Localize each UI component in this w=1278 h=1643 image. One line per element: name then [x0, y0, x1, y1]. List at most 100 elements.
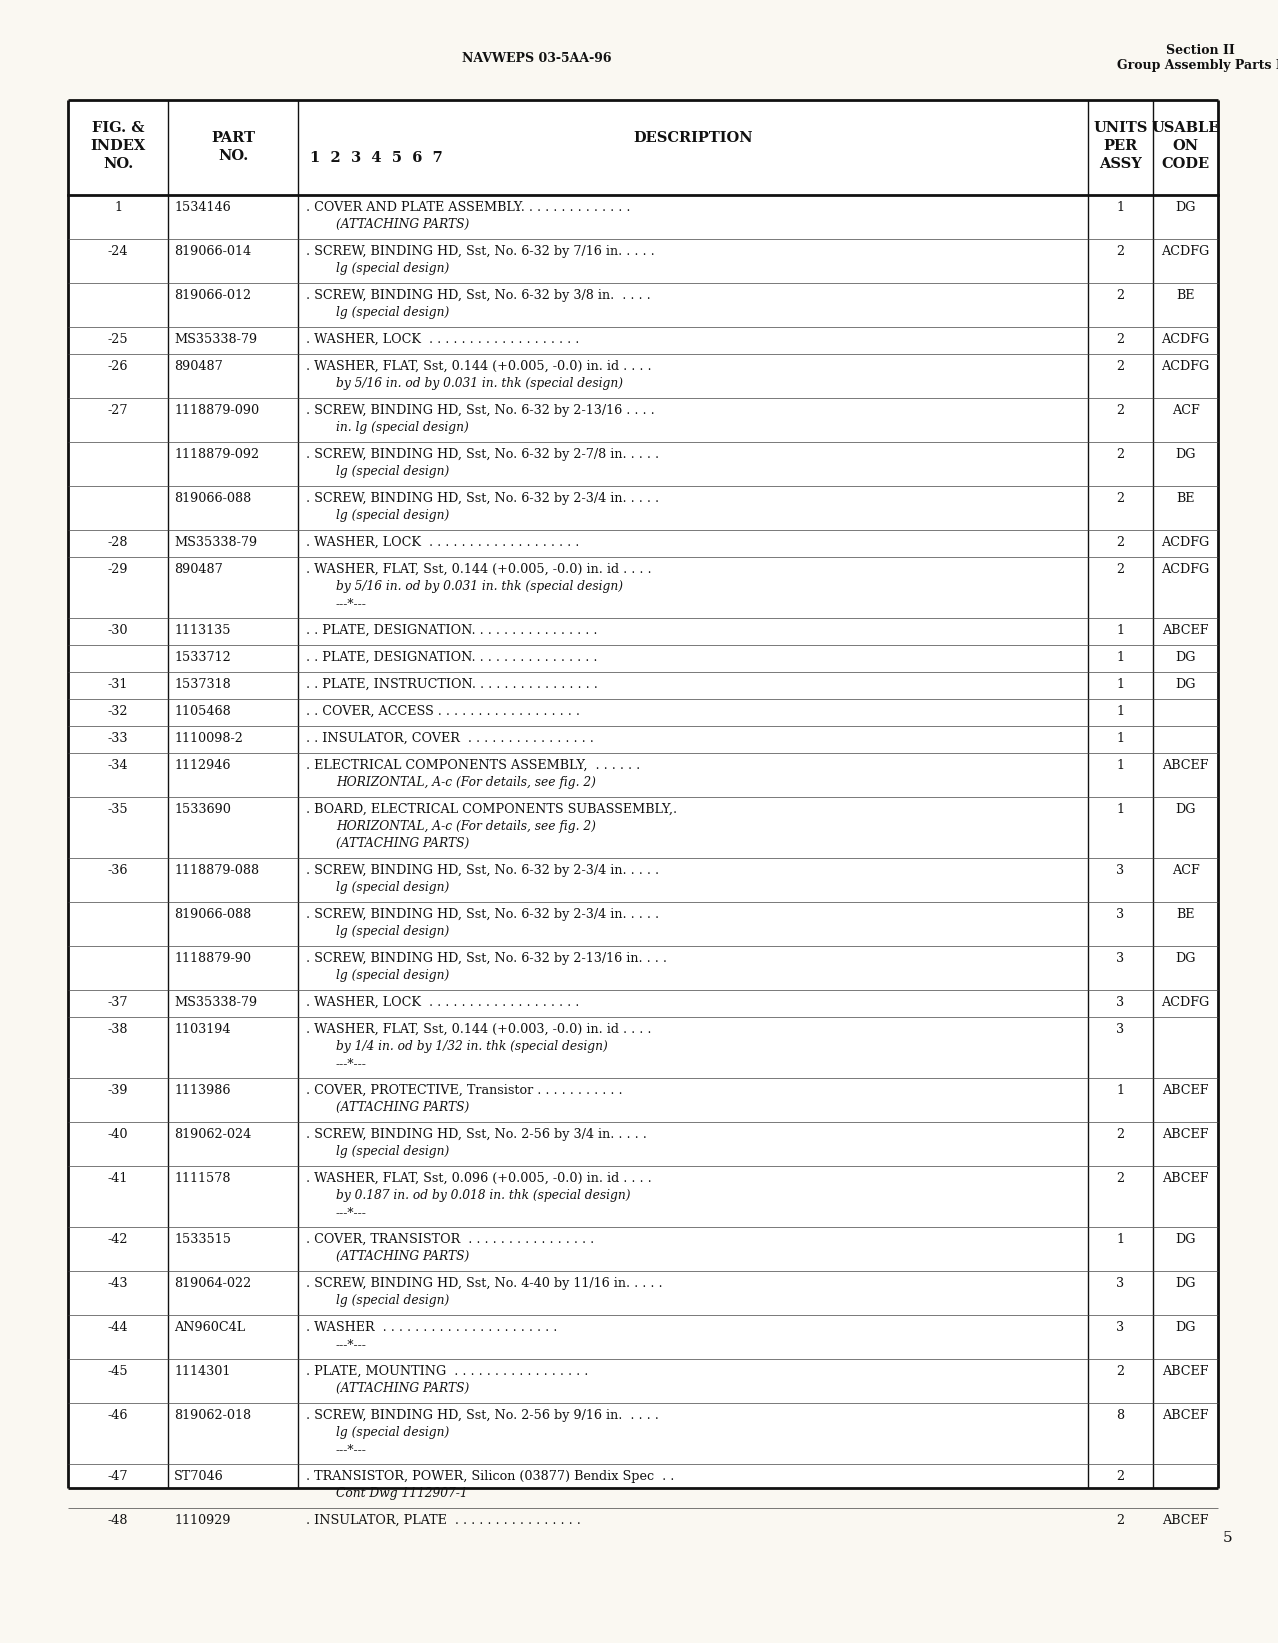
- Text: 3: 3: [1117, 996, 1125, 1009]
- Text: 2: 2: [1117, 1171, 1125, 1185]
- Text: 2: 2: [1117, 564, 1125, 577]
- Text: 1: 1: [1117, 733, 1125, 744]
- Text: . . PLATE, DESIGNATION. . . . . . . . . . . . . . . .: . . PLATE, DESIGNATION. . . . . . . . . …: [305, 624, 598, 637]
- Text: . BOARD, ELECTRICAL COMPONENTS SUBASSEMBLY,.: . BOARD, ELECTRICAL COMPONENTS SUBASSEMB…: [305, 803, 677, 817]
- Text: -31: -31: [107, 679, 128, 692]
- Text: . WASHER, FLAT, Sst, 0.096 (+0.005, -0.0) in. id . . . .: . WASHER, FLAT, Sst, 0.096 (+0.005, -0.0…: [305, 1171, 652, 1185]
- Text: by 5/16 in. od by 0.031 in. thk (special design): by 5/16 in. od by 0.031 in. thk (special…: [336, 580, 622, 593]
- Text: 2: 2: [1117, 289, 1125, 302]
- Text: . COVER, TRANSISTOR  . . . . . . . . . . . . . . . .: . COVER, TRANSISTOR . . . . . . . . . . …: [305, 1232, 594, 1245]
- Text: lg (special design): lg (special design): [336, 306, 450, 319]
- Text: NO.: NO.: [217, 148, 248, 163]
- Text: 1: 1: [1117, 624, 1125, 637]
- Text: . PLATE, MOUNTING  . . . . . . . . . . . . . . . . .: . PLATE, MOUNTING . . . . . . . . . . . …: [305, 1365, 588, 1378]
- Text: 1: 1: [1117, 1084, 1125, 1098]
- Text: ACDFG: ACDFG: [1162, 360, 1209, 373]
- Text: -24: -24: [107, 245, 128, 258]
- Text: lg (special design): lg (special design): [336, 969, 450, 983]
- Text: ABCEF: ABCEF: [1162, 1410, 1209, 1421]
- Text: 1: 1: [114, 200, 121, 214]
- Text: Section II: Section II: [1166, 43, 1235, 56]
- Text: lg (special design): lg (special design): [336, 261, 450, 274]
- Text: 5: 5: [1223, 1531, 1233, 1544]
- Text: ACF: ACF: [1172, 864, 1199, 877]
- Text: ACDFG: ACDFG: [1162, 334, 1209, 347]
- Text: . TRANSISTOR, POWER, Silicon (03877) Bendix Spec  . .: . TRANSISTOR, POWER, Silicon (03877) Ben…: [305, 1470, 675, 1484]
- Text: -45: -45: [107, 1365, 128, 1378]
- Text: 1537318: 1537318: [174, 679, 231, 692]
- Text: . SCREW, BINDING HD, Sst, No. 6-32 by 3/8 in.  . . . .: . SCREW, BINDING HD, Sst, No. 6-32 by 3/…: [305, 289, 651, 302]
- Text: 2: 2: [1117, 536, 1125, 549]
- Text: 1111578: 1111578: [174, 1171, 230, 1185]
- Text: -26: -26: [107, 360, 128, 373]
- Text: 2: 2: [1117, 1129, 1125, 1140]
- Text: MS35338-79: MS35338-79: [174, 536, 257, 549]
- Text: Group Assembly Parts List: Group Assembly Parts List: [1117, 59, 1278, 72]
- Text: ---*---: ---*---: [336, 1056, 367, 1070]
- Text: lg (special design): lg (special design): [336, 1426, 450, 1439]
- Text: ABCEF: ABCEF: [1162, 759, 1209, 772]
- Text: NO.: NO.: [102, 156, 133, 171]
- Text: . COVER AND PLATE ASSEMBLY. . . . . . . . . . . . . .: . COVER AND PLATE ASSEMBLY. . . . . . . …: [305, 200, 630, 214]
- Text: 2: 2: [1117, 334, 1125, 347]
- Text: lg (special design): lg (special design): [336, 881, 450, 894]
- Text: 819066-088: 819066-088: [174, 909, 252, 922]
- Text: lg (special design): lg (special design): [336, 465, 450, 478]
- Text: 2: 2: [1117, 449, 1125, 462]
- Text: ---*---: ---*---: [336, 1337, 367, 1351]
- Text: . WASHER, FLAT, Sst, 0.144 (+0.003, -0.0) in. id . . . .: . WASHER, FLAT, Sst, 0.144 (+0.003, -0.0…: [305, 1024, 652, 1037]
- Text: 1533712: 1533712: [174, 651, 231, 664]
- Text: lg (special design): lg (special design): [336, 1145, 450, 1158]
- Text: by 1/4 in. od by 1/32 in. thk (special design): by 1/4 in. od by 1/32 in. thk (special d…: [336, 1040, 608, 1053]
- Text: 1113135: 1113135: [174, 624, 230, 637]
- Text: 3: 3: [1117, 1277, 1125, 1290]
- Text: -39: -39: [107, 1084, 128, 1098]
- Text: DG: DG: [1176, 803, 1196, 817]
- Text: 3: 3: [1117, 909, 1125, 922]
- Text: DG: DG: [1176, 1232, 1196, 1245]
- Text: . WASHER, LOCK  . . . . . . . . . . . . . . . . . . .: . WASHER, LOCK . . . . . . . . . . . . .…: [305, 996, 579, 1009]
- Text: 890487: 890487: [174, 564, 222, 577]
- Text: . SCREW, BINDING HD, Sst, No. 6-32 by 2-7/8 in. . . . .: . SCREW, BINDING HD, Sst, No. 6-32 by 2-…: [305, 449, 659, 462]
- Text: ACF: ACF: [1172, 404, 1199, 417]
- Text: 1105468: 1105468: [174, 705, 231, 718]
- Text: . SCREW, BINDING HD, Sst, No. 6-32 by 7/16 in. . . . .: . SCREW, BINDING HD, Sst, No. 6-32 by 7/…: [305, 245, 654, 258]
- Bar: [68, 100, 1218, 1489]
- Text: . INSULATOR, PLATE  . . . . . . . . . . . . . . . .: . INSULATOR, PLATE . . . . . . . . . . .…: [305, 1513, 581, 1526]
- Text: 1: 1: [1117, 759, 1125, 772]
- Text: HORIZONTAL, A-c (For details, see fig. 2): HORIZONTAL, A-c (For details, see fig. 2…: [336, 775, 596, 789]
- Text: (ATTACHING PARTS): (ATTACHING PARTS): [336, 1101, 469, 1114]
- Text: -32: -32: [107, 705, 128, 718]
- Text: PART: PART: [211, 130, 256, 145]
- Text: ACDFG: ACDFG: [1162, 536, 1209, 549]
- Text: -25: -25: [107, 334, 128, 347]
- Text: USABLE: USABLE: [1151, 120, 1219, 135]
- Text: 2: 2: [1117, 245, 1125, 258]
- Text: 1110929: 1110929: [174, 1513, 230, 1526]
- Text: DG: DG: [1176, 951, 1196, 964]
- Text: DG: DG: [1176, 651, 1196, 664]
- Text: AN960C4L: AN960C4L: [174, 1321, 245, 1334]
- Text: . SCREW, BINDING HD, Sst, No. 4-40 by 11/16 in. . . . .: . SCREW, BINDING HD, Sst, No. 4-40 by 11…: [305, 1277, 662, 1290]
- Text: . WASHER, LOCK  . . . . . . . . . . . . . . . . . . .: . WASHER, LOCK . . . . . . . . . . . . .…: [305, 536, 579, 549]
- Text: ON: ON: [1172, 138, 1199, 153]
- Text: DG: DG: [1176, 200, 1196, 214]
- Text: 819066-088: 819066-088: [174, 491, 252, 504]
- Text: 1533515: 1533515: [174, 1232, 231, 1245]
- Text: ABCEF: ABCEF: [1162, 624, 1209, 637]
- Text: DG: DG: [1176, 449, 1196, 462]
- Text: ---*---: ---*---: [336, 1206, 367, 1219]
- Text: 1: 1: [1117, 679, 1125, 692]
- Text: in. lg (special design): in. lg (special design): [336, 421, 469, 434]
- Text: . WASHER, FLAT, Sst, 0.144 (+0.005, -0.0) in. id . . . .: . WASHER, FLAT, Sst, 0.144 (+0.005, -0.0…: [305, 360, 652, 373]
- Text: . . PLATE, DESIGNATION. . . . . . . . . . . . . . . .: . . PLATE, DESIGNATION. . . . . . . . . …: [305, 651, 598, 664]
- Text: 1  2  3  4  5  6  7: 1 2 3 4 5 6 7: [311, 151, 442, 164]
- Text: ST7046: ST7046: [174, 1470, 224, 1484]
- Text: 1113986: 1113986: [174, 1084, 230, 1098]
- Text: CODE: CODE: [1162, 156, 1209, 171]
- Text: -33: -33: [107, 733, 128, 744]
- Text: 3: 3: [1117, 1321, 1125, 1334]
- Text: by 5/16 in. od by 0.031 in. thk (special design): by 5/16 in. od by 0.031 in. thk (special…: [336, 376, 622, 389]
- Text: -41: -41: [107, 1171, 128, 1185]
- Text: ABCEF: ABCEF: [1162, 1513, 1209, 1526]
